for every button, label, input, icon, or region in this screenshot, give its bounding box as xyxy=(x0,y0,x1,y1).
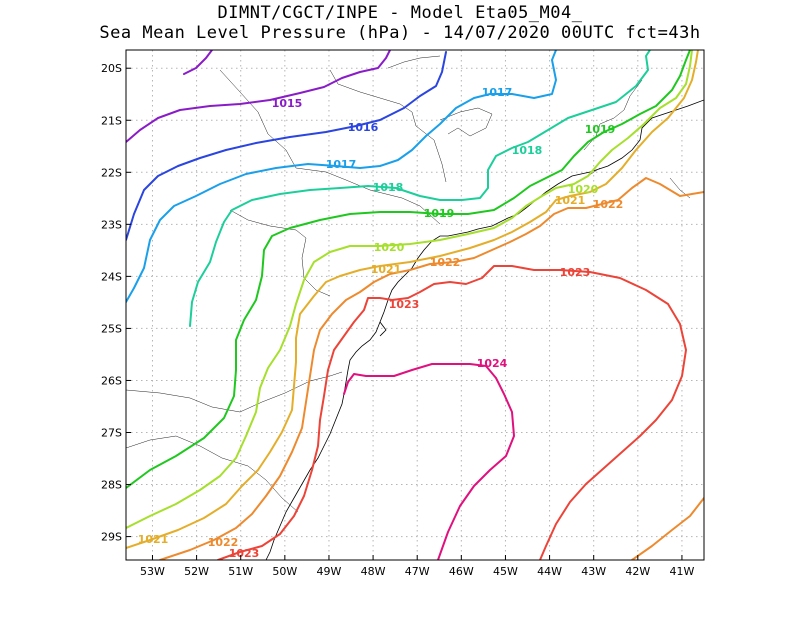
isobar-1022b xyxy=(631,497,704,560)
label-1022-b: 1022 xyxy=(430,256,461,269)
lon-tick-label: 47W xyxy=(405,565,430,578)
lat-tick-label: 20S xyxy=(101,62,122,75)
label-1021-a: 1021 xyxy=(555,194,586,207)
label-1022-a: 1022 xyxy=(593,198,624,211)
longitude-ticks: 53W 52W 51W 50W 49W 48W 47W 46W 45W 44W 43W 42W 41W xyxy=(140,555,694,578)
contour-labels: 1015 1016 1017 1017 1018 1018 1019 1019 … xyxy=(138,86,624,560)
map-frame xyxy=(125,49,705,561)
label-1022-c: 1022 xyxy=(208,536,239,549)
label-1017-b: 1017 xyxy=(326,158,357,171)
label-1018-b: 1018 xyxy=(373,181,404,194)
isobar-1015 xyxy=(126,50,391,143)
lat-tick-label: 25S xyxy=(101,322,122,335)
isobar-1018 xyxy=(189,50,651,327)
lon-tick-label: 41W xyxy=(670,565,695,578)
lon-tick-label: 42W xyxy=(625,565,650,578)
label-1015: 1015 xyxy=(272,97,303,110)
isobar-1022 xyxy=(159,177,704,560)
label-1020-b: 1020 xyxy=(374,241,405,254)
label-1016: 1016 xyxy=(348,121,379,134)
lon-tick-label: 53W xyxy=(140,565,165,578)
lat-tick-label: 27S xyxy=(101,427,122,440)
lon-tick-label: 52W xyxy=(184,565,209,578)
lon-tick-label: 45W xyxy=(493,565,518,578)
isobar-1021 xyxy=(126,50,699,549)
isobar-1017 xyxy=(126,50,557,303)
isobar-1023 xyxy=(217,265,687,560)
label-1021-c: 1021 xyxy=(138,533,169,546)
lat-tick-label: 28S xyxy=(101,479,122,492)
label-1023-c: 1023 xyxy=(229,547,260,560)
label-1017-a: 1017 xyxy=(482,86,513,99)
lat-tick-label: 22S xyxy=(101,166,122,179)
lat-tick-label: 23S xyxy=(101,218,122,231)
lat-tick-label: 24S xyxy=(101,270,122,283)
isobar-1019 xyxy=(126,50,691,489)
latitude-ticks: 20S 21S 22S 23S 24S 25S 26S 27S 28S 29S xyxy=(101,62,131,544)
lat-tick-label: 21S xyxy=(101,114,122,127)
lat-tick-label: 29S xyxy=(101,531,122,544)
lon-tick-label: 49W xyxy=(317,565,342,578)
label-1018-a: 1018 xyxy=(512,144,543,157)
lon-tick-label: 44W xyxy=(537,565,562,578)
label-1019-b: 1019 xyxy=(424,207,455,220)
lon-tick-label: 48W xyxy=(361,565,386,578)
isobar-1015b xyxy=(183,50,213,75)
title-line-2: Sea Mean Level Pressure (hPa) - 14/07/20… xyxy=(99,23,701,43)
lon-tick-label: 43W xyxy=(581,565,606,578)
label-1023-b: 1023 xyxy=(389,298,420,311)
label-1023-a: 1023 xyxy=(560,266,591,279)
label-1020-a: 1020 xyxy=(568,183,599,196)
label-1024: 1024 xyxy=(477,357,508,370)
coastline xyxy=(265,99,704,560)
lon-tick-label: 50W xyxy=(272,565,297,578)
lon-tick-label: 46W xyxy=(449,565,474,578)
lat-tick-label: 26S xyxy=(101,374,122,387)
isobar-1016 xyxy=(126,51,447,241)
label-1021-b: 1021 xyxy=(371,263,402,276)
title-line-1: DIMNT/CGCT/INPE - Model Eta05_M04_ xyxy=(217,3,583,23)
isobar-1024 xyxy=(343,363,515,560)
lon-tick-label: 51W xyxy=(228,565,253,578)
label-1019-a: 1019 xyxy=(585,123,616,136)
isobar-1020 xyxy=(126,50,693,529)
